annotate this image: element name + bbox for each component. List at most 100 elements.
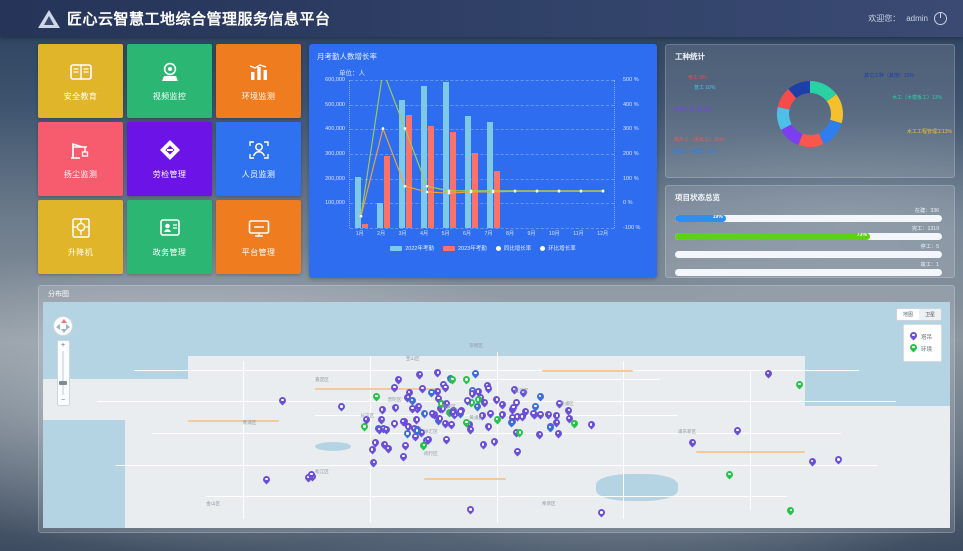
map-pin-icon[interactable] <box>571 420 578 430</box>
map-pin-icon[interactable] <box>508 419 515 429</box>
map-pin-icon[interactable] <box>530 410 537 420</box>
tile-personnel-monitor[interactable]: 人员监测 <box>216 122 301 196</box>
map-pin-icon[interactable] <box>796 381 803 391</box>
map-pin-icon[interactable] <box>392 404 399 414</box>
map-pin-icon[interactable] <box>402 442 409 452</box>
map-pin-icon[interactable] <box>376 426 383 436</box>
map-pin-icon[interactable] <box>381 441 388 451</box>
map-pin-icon[interactable] <box>449 409 456 419</box>
map-pin-icon[interactable] <box>419 385 426 395</box>
map-pin-icon[interactable] <box>391 384 398 394</box>
map-pin-icon[interactable] <box>787 507 794 517</box>
map-pin-icon[interactable] <box>413 416 420 426</box>
map-pin-icon[interactable] <box>734 427 741 437</box>
map-pin-icon[interactable] <box>404 430 411 440</box>
donut-slice[interactable] <box>788 81 810 99</box>
map-pin-icon[interactable] <box>499 401 506 411</box>
map-pin-icon[interactable] <box>532 403 539 413</box>
map-pin-icon[interactable] <box>363 416 370 426</box>
donut-slice[interactable] <box>826 94 843 124</box>
map-pin-icon[interactable] <box>442 420 449 430</box>
map-pin-icon[interactable] <box>835 456 842 466</box>
map-pin-icon[interactable] <box>522 408 529 418</box>
map-pin-icon[interactable] <box>464 397 471 407</box>
map-pin-icon[interactable] <box>487 410 494 420</box>
map-pin-icon[interactable] <box>442 384 449 394</box>
map-pin-icon[interactable] <box>537 393 544 403</box>
map-pin-icon[interactable] <box>809 458 816 468</box>
map-pin-icon[interactable] <box>435 395 442 405</box>
map-pin-icon[interactable] <box>414 427 421 437</box>
map-pin-icon[interactable] <box>481 399 488 409</box>
map-pin-icon[interactable] <box>421 410 428 420</box>
map-pin-icon[interactable] <box>428 389 435 399</box>
map-pin-icon[interactable] <box>516 429 523 439</box>
map-controls[interactable]: + − <box>53 316 73 406</box>
map-pin-icon[interactable] <box>514 448 521 458</box>
map-pin-icon[interactable] <box>556 400 563 410</box>
map-pin-icon[interactable] <box>514 413 521 423</box>
zoom-in-button[interactable]: + <box>60 342 66 349</box>
map-type-toggle[interactable]: 地图 卫星 <box>895 308 942 321</box>
tile-video-monitor[interactable]: 视频监控 <box>127 44 212 118</box>
map-pin-icon[interactable] <box>485 385 492 395</box>
map-pin-icon[interactable] <box>463 419 470 429</box>
map-pin-icon[interactable] <box>391 420 398 430</box>
map-pin-icon[interactable] <box>726 471 733 481</box>
map-pin-icon[interactable] <box>480 441 487 451</box>
map-pin-icon[interactable] <box>438 400 445 410</box>
map-pin-icon[interactable] <box>537 411 544 421</box>
map-pin-icon[interactable] <box>429 410 436 420</box>
tile-safety-education[interactable]: 安全教育 <box>38 44 123 118</box>
map-pin-icon[interactable] <box>373 393 380 403</box>
map-pin-icon[interactable] <box>469 390 476 400</box>
map-pin-icon[interactable] <box>263 476 270 486</box>
map-pin-icon[interactable] <box>566 415 573 425</box>
map-pin-icon[interactable] <box>468 399 475 409</box>
map-pin-icon[interactable] <box>474 403 481 413</box>
map-pin-icon[interactable] <box>472 370 479 380</box>
legend-item[interactable]: 同比增长率 <box>495 244 531 252</box>
map-pin-icon[interactable] <box>415 403 422 413</box>
map-pin-icon[interactable] <box>443 436 450 446</box>
map-pin-icon[interactable] <box>475 396 482 406</box>
map-pin-icon[interactable] <box>467 426 474 436</box>
map-pin-icon[interactable] <box>555 430 562 440</box>
tile-platform-manage[interactable]: 平台管理 <box>216 200 301 274</box>
donut-slice[interactable] <box>777 89 797 110</box>
map-pin-icon[interactable] <box>511 386 518 396</box>
map-type-button[interactable]: 地图 <box>896 309 919 320</box>
map-pin-icon[interactable] <box>463 376 470 386</box>
tile-environment-monitor[interactable]: 环境监测 <box>216 44 301 118</box>
map-pin-icon[interactable] <box>409 397 416 407</box>
zoom-track[interactable] <box>59 351 67 395</box>
map-pin-icon[interactable] <box>565 407 572 417</box>
donut-slice[interactable] <box>810 81 837 102</box>
map-pin-icon[interactable] <box>378 416 385 426</box>
zoom-thumb[interactable] <box>59 381 67 385</box>
map-pin-icon[interactable] <box>513 399 520 409</box>
map-pin-icon[interactable] <box>418 429 425 439</box>
map-pin-icon[interactable] <box>765 370 772 380</box>
legend-item[interactable]: 2022年考勤 <box>390 244 434 252</box>
power-icon[interactable] <box>934 12 947 25</box>
map-pin-icon[interactable] <box>434 369 441 379</box>
map-pin-icon[interactable] <box>553 419 560 429</box>
map-pin-icon[interactable] <box>379 406 386 416</box>
compass-icon[interactable] <box>53 316 73 336</box>
map-pin-icon[interactable] <box>425 436 432 446</box>
map-pin-icon[interactable] <box>475 388 482 398</box>
tile-inspection-manage[interactable]: 劳检管理 <box>127 122 212 196</box>
map-pin-icon[interactable] <box>420 442 427 452</box>
tile-elevator[interactable]: 升降机 <box>38 200 123 274</box>
donut-slice[interactable] <box>798 133 824 147</box>
map-pin-icon[interactable] <box>547 424 554 434</box>
map-pin-icon[interactable] <box>372 439 379 449</box>
map-pin-icon[interactable] <box>400 453 407 463</box>
map-pin-icon[interactable] <box>361 423 368 433</box>
map-pin-icon[interactable] <box>338 403 345 413</box>
map-canvas[interactable]: 崇明区 浦东新区 宝山区 嘉定区 青浦区 松江区 闵行区 金山区 奉贤区 虹口区 杨浦区 普陀区 长宁区… <box>43 302 950 528</box>
map-pin-icon[interactable] <box>545 411 552 421</box>
tile-dust-monitor[interactable]: 扬尘监测 <box>38 122 123 196</box>
map-pin-icon[interactable] <box>436 415 443 425</box>
